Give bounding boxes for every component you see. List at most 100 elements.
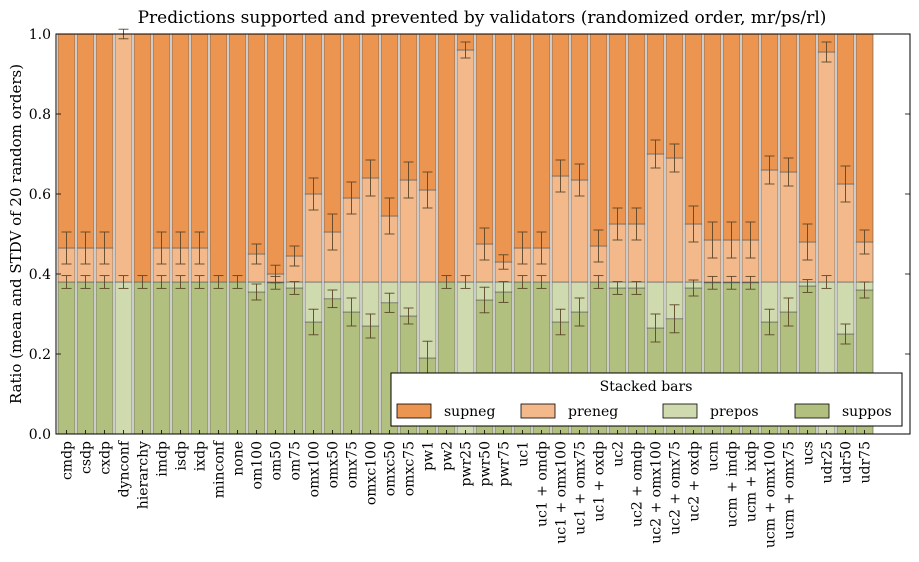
bar-supneg-0: [57, 33, 76, 249]
error-bar-preneg-26: [555, 159, 566, 193]
error-bar-suppos-6: [175, 275, 186, 289]
error-bar-suppos-38: [783, 297, 794, 327]
error-bar-preneg-1: [80, 231, 91, 265]
bar-supneg-11: [266, 33, 285, 275]
bar-suppos-1: [76, 281, 95, 435]
x-tick-label: ucm + omx100: [763, 441, 779, 548]
error-bar-preneg-35: [726, 221, 737, 259]
error-bar-suppos-1: [80, 275, 91, 289]
bar-supneg-28: [589, 33, 608, 247]
bar-supneg-27: [570, 33, 589, 181]
bar-supneg-15: [342, 33, 361, 199]
plot-frame: [55, 33, 911, 435]
error-bar-suppos-4: [137, 275, 148, 289]
error-bar-prepos-40: [821, 275, 832, 289]
bar-supneg-10: [247, 33, 266, 255]
error-bar-preneg-41: [840, 165, 851, 203]
error-bar-suppos-20: [441, 275, 452, 289]
error-bar-preneg-24: [517, 231, 528, 265]
bars-layer: [57, 33, 874, 435]
x-tick-label: ucm + ixdp: [744, 441, 760, 522]
error-bar-preneg-31: [650, 139, 661, 169]
x-tick-label: udr75: [858, 441, 874, 484]
error-bar-preneg-28: [593, 229, 604, 263]
bar-suppos-14: [323, 298, 342, 435]
bar-preneg-31: [646, 153, 665, 283]
error-bar-suppos-33: [688, 279, 699, 297]
error-bar-suppos-12: [289, 281, 300, 295]
legend-label-suppos: suppos: [842, 404, 892, 420]
bar-supneg-38: [779, 33, 798, 173]
error-bar-preneg-15: [346, 181, 357, 215]
bar-supneg-22: [475, 33, 494, 245]
error-bar-suppos-27: [574, 297, 585, 327]
bar-suppos-13: [304, 321, 323, 435]
x-tick-label: uc2 + oxdp: [687, 441, 703, 522]
bar-suppos-12: [285, 287, 304, 435]
x-tick-label: uc2 + omx100: [649, 441, 665, 544]
x-tick-label: om100: [250, 441, 266, 489]
x-tick-label: ixdp: [193, 441, 209, 471]
error-bar-suppos-17: [384, 292, 395, 313]
legend-label-supneg: supneg: [444, 404, 495, 420]
error-bar-suppos-29: [612, 281, 623, 295]
error-bar-suppos-14: [327, 289, 338, 309]
error-bars-layer: [61, 28, 870, 376]
bar-suppos-16: [361, 325, 380, 435]
bar-supneg-26: [551, 33, 570, 177]
bar-suppos-6: [171, 281, 190, 435]
x-tick-label: uc1: [516, 441, 532, 467]
bar-suppos-10: [247, 291, 266, 435]
error-bar-preneg-32: [669, 143, 680, 173]
bar-preneg-37: [760, 169, 779, 283]
error-bar-suppos-25: [536, 275, 547, 289]
bar-supneg-13: [304, 33, 323, 195]
bar-supneg-23: [494, 33, 513, 263]
bar-supneg-18: [399, 33, 418, 181]
x-tick-label: cxdp: [98, 441, 114, 475]
error-bar-suppos-37: [764, 308, 775, 336]
error-bar-suppos-15: [346, 297, 357, 327]
error-bar-preneg-13: [308, 177, 319, 211]
error-bar-preneg-22: [479, 227, 490, 261]
error-bar-suppos-0: [61, 275, 72, 289]
error-bar-preneg-18: [403, 161, 414, 199]
x-tick-label: dynconf: [117, 439, 133, 497]
bar-prepos-3: [114, 281, 133, 435]
x-tick-label: omx50: [326, 441, 342, 488]
legend-swatch-prepos: [662, 403, 698, 419]
bar-supneg-8: [209, 33, 228, 283]
x-tick-label: pwr75: [497, 441, 513, 486]
y-axis: 0.0 0.2 0.4 0.6 0.8 1.0: [29, 27, 910, 443]
bar-supneg-1: [76, 33, 95, 249]
bar-suppos-9: [228, 281, 247, 435]
legend-label-prepos: prepos: [710, 404, 759, 420]
x-tick-label: pwr50: [478, 441, 494, 486]
error-bar-preneg-6: [175, 231, 186, 265]
bar-supneg-39: [798, 33, 817, 243]
error-bar-preneg-42: [859, 229, 870, 255]
error-bar-suppos-39: [802, 279, 813, 293]
error-bar-preneg-29: [612, 207, 623, 241]
bar-preneg-21: [456, 49, 475, 283]
bar-supneg-29: [608, 33, 627, 225]
bar-supneg-42: [855, 33, 874, 243]
error-bar-suppos-35: [726, 275, 737, 290]
chart-title: Predictions supported and prevented by v…: [138, 8, 827, 28]
error-bar-preneg-10: [251, 243, 262, 265]
x-tick-label: om75: [288, 441, 304, 481]
x-tick-label: udr50: [839, 441, 855, 484]
x-tick-label: omxc50: [383, 441, 399, 496]
bar-supneg-25: [532, 33, 551, 249]
bar-supneg-6: [171, 33, 190, 249]
error-bar-suppos-16: [365, 313, 376, 339]
error-bar-preneg-30: [631, 207, 642, 241]
y-axis-label: Ratio (mean and STDV of 20 random orders…: [7, 64, 25, 404]
x-tick-label: udr25: [820, 441, 836, 484]
x-tick-label: uc2 + omx75: [668, 441, 684, 535]
error-bar-suppos-23: [498, 281, 509, 303]
error-bar-preneg-17: [384, 197, 395, 235]
error-bar-preneg-33: [688, 205, 699, 243]
bar-preneg-32: [665, 157, 684, 283]
error-bar-preneg-21: [460, 41, 471, 59]
